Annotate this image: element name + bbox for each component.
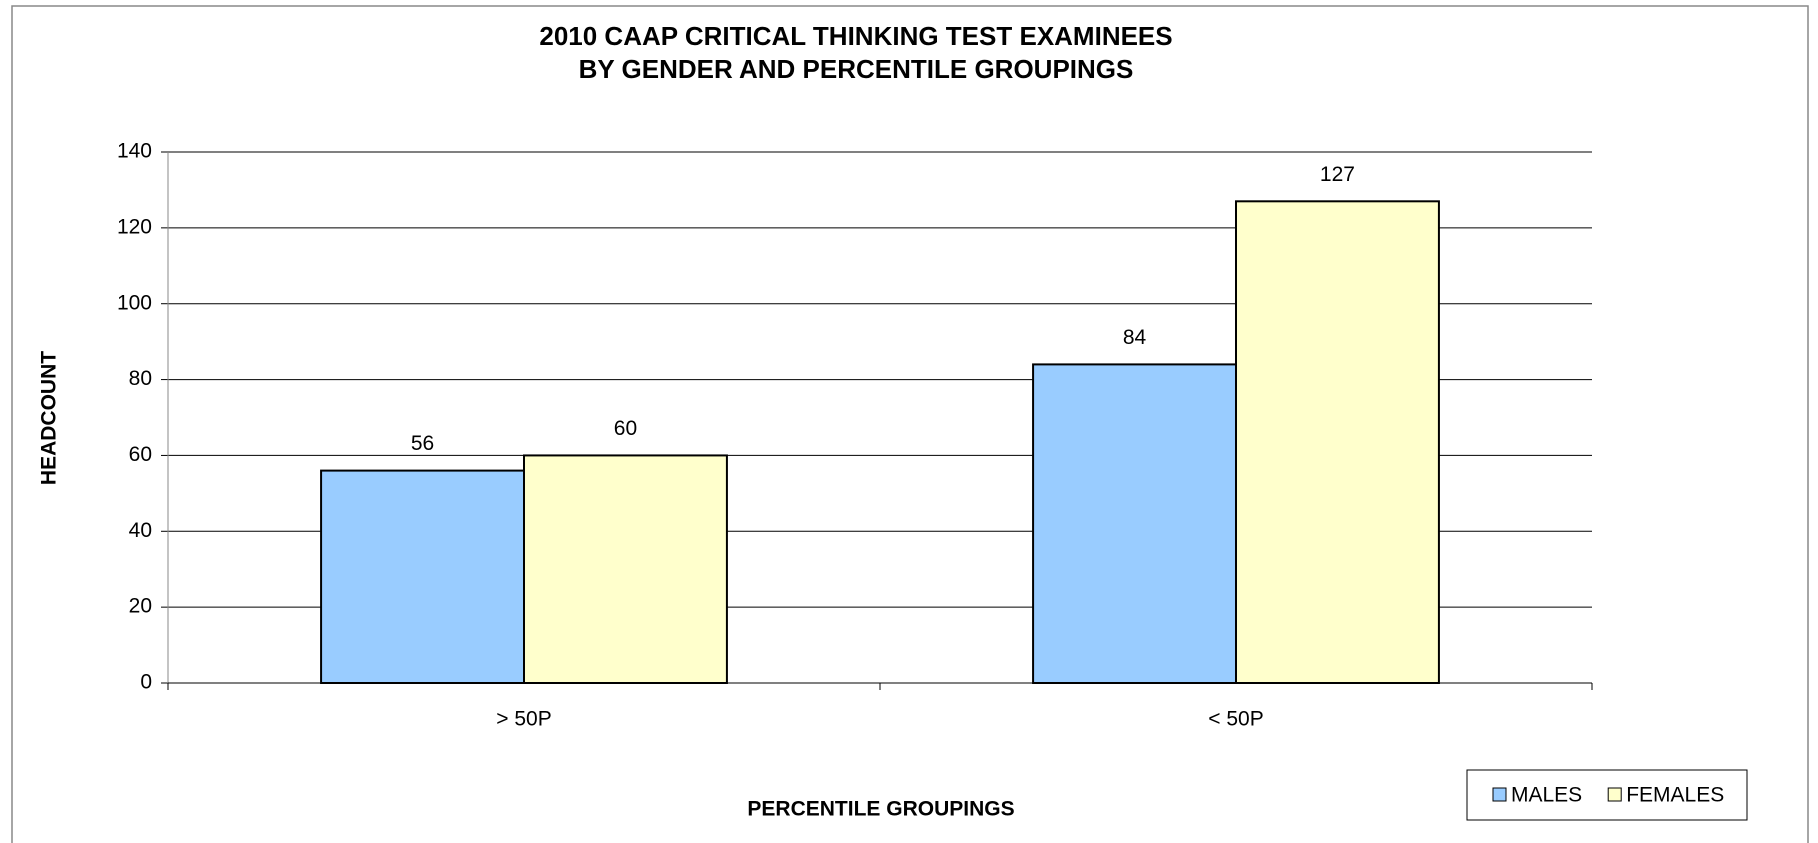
data-label: 56: [411, 432, 434, 455]
bar: [1235, 200, 1440, 685]
legend-label: MALES: [1511, 784, 1582, 807]
y-tick-label: 0: [140, 671, 152, 694]
bar: [1032, 363, 1237, 684]
data-label: 60: [614, 417, 637, 440]
y-tick-label: 80: [129, 367, 152, 390]
legend-label: FEMALES: [1626, 784, 1724, 807]
x-tick-label: < 50P: [1208, 708, 1263, 731]
x-axis-label: PERCENTILE GROUPINGS: [747, 798, 1014, 821]
bar: [320, 469, 525, 684]
x-tick-label: > 50P: [496, 708, 551, 731]
data-label: 127: [1320, 163, 1355, 186]
data-label: 84: [1123, 326, 1147, 349]
legend-box: [1466, 769, 1748, 821]
y-tick-label: 20: [129, 595, 152, 618]
y-tick-label: 140: [117, 140, 152, 163]
y-tick-label: 40: [129, 519, 152, 542]
y-tick-label: 120: [117, 215, 152, 238]
y-axis-label: HEADCOUNT: [38, 351, 61, 485]
bar: [523, 454, 728, 684]
chart-title: 2010 CAAP CRITICAL THINKING TEST EXAMINE…: [539, 21, 1173, 84]
legend-swatch: [1607, 787, 1622, 802]
chart-border: [11, 5, 1809, 843]
y-tick-label: 100: [117, 291, 152, 314]
legend-swatch: [1492, 787, 1507, 802]
y-tick-label: 60: [129, 443, 152, 466]
